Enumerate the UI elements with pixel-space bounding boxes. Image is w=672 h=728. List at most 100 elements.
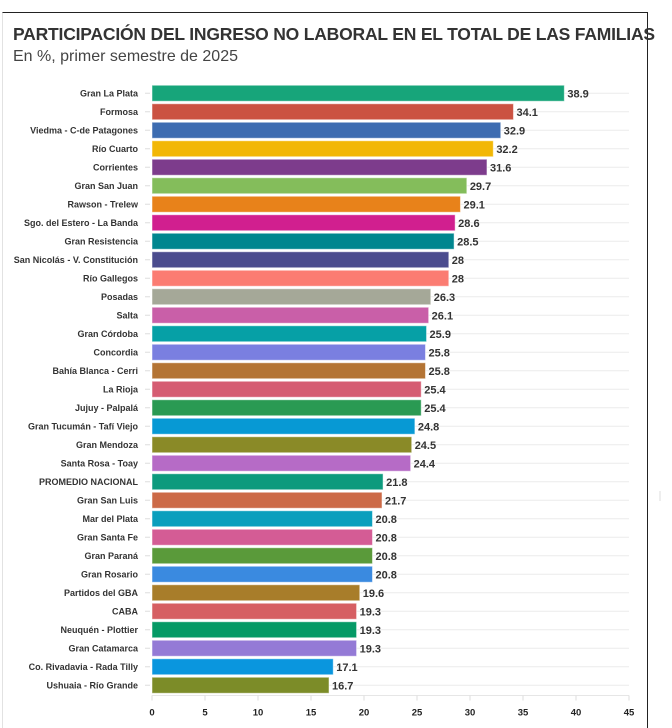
value-label: 26.3 <box>434 292 455 304</box>
category-label: Co. Rivadavia - Rada Tilly <box>29 662 138 672</box>
x-tick-label: 10 <box>253 708 264 719</box>
category-label: Río Gallegos <box>83 273 138 283</box>
value-label: 24.4 <box>414 458 436 470</box>
bar <box>151 158 488 176</box>
x-tick-label: 30 <box>465 708 476 719</box>
category-label: Viedma - C-de Patagones <box>30 125 138 135</box>
bar <box>151 602 358 620</box>
value-label: 24.8 <box>418 421 439 433</box>
category-label: Gran Córdoba <box>77 329 138 339</box>
x-tick-label: 15 <box>306 708 317 719</box>
value-label: 21.7 <box>385 495 406 507</box>
category-label: Neuquén - Plottier <box>60 625 138 635</box>
chart-frame <box>2 12 648 728</box>
value-label: 31.6 <box>490 162 511 174</box>
bar <box>151 103 514 121</box>
bar <box>151 436 413 454</box>
value-label: 20.8 <box>375 532 396 544</box>
bar <box>151 528 373 546</box>
value-label: 32.9 <box>504 125 525 137</box>
value-label: 38.9 <box>567 88 588 100</box>
value-label: 25.8 <box>428 366 449 378</box>
bar <box>151 84 565 102</box>
chart-subtitle: En %, primer semestre de 2025 <box>13 48 238 65</box>
category-label: Gran Paraná <box>84 551 139 561</box>
x-axis: 0 5 10 15 20 25 30 35 40 45 <box>149 695 635 719</box>
bar <box>151 195 461 213</box>
value-label: 19.3 <box>360 625 381 637</box>
bar <box>151 547 373 565</box>
value-label: 28 <box>452 273 464 285</box>
bar <box>151 510 373 528</box>
bar <box>151 380 422 398</box>
bar <box>151 658 334 676</box>
chart-title: PARTICIPACIÓN DEL INGRESO NO LABORAL EN … <box>13 24 655 44</box>
bar <box>151 473 384 491</box>
value-label: 29.1 <box>463 199 484 211</box>
bar <box>151 140 494 158</box>
bar <box>151 269 450 287</box>
value-label: 26.1 <box>432 310 453 322</box>
bar <box>151 251 450 269</box>
category-label: Gran Mendoza <box>76 440 139 450</box>
bar <box>151 232 455 250</box>
value-label: 34.1 <box>516 107 537 119</box>
x-tick-label: 45 <box>624 708 635 719</box>
value-label: 25.4 <box>424 403 446 415</box>
bar <box>151 399 422 417</box>
bar <box>151 565 373 583</box>
category-label: Gran Resistencia <box>64 236 139 246</box>
value-label: 25.4 <box>424 384 446 396</box>
bar <box>151 214 456 232</box>
value-label: 20.8 <box>375 551 396 563</box>
bar <box>151 306 430 324</box>
x-tick-label: 0 <box>149 708 154 719</box>
x-tick-label: 25 <box>412 708 423 719</box>
category-label: Corrientes <box>93 162 138 172</box>
category-label: Santa Rosa - Toay <box>61 458 138 468</box>
bar <box>151 121 502 139</box>
category-label: CABA <box>112 606 138 616</box>
bar <box>151 454 412 472</box>
x-tick-label: 35 <box>518 708 529 719</box>
value-label: 25.8 <box>428 347 449 359</box>
category-label: Formosa <box>100 107 139 117</box>
category-label: Gran La Plata <box>80 88 139 98</box>
category-label: Mar del Plata <box>82 514 139 524</box>
bar <box>151 362 426 380</box>
category-label: Gran Rosario <box>81 569 139 579</box>
category-label: Concordia <box>93 347 138 357</box>
category-label: San Nicolás - V. Constitución <box>14 255 138 265</box>
value-label: 20.8 <box>375 514 396 526</box>
value-label: 29.7 <box>470 181 491 193</box>
bar <box>151 417 416 435</box>
category-label: Partidos del GBA <box>64 588 139 598</box>
bar <box>151 584 361 602</box>
x-tick-label: 5 <box>202 708 208 719</box>
category-label: Jujuy - Palpalá <box>75 403 139 413</box>
category-label: Ushuaia - Río Grande <box>46 680 138 690</box>
value-label: 28.6 <box>458 218 479 230</box>
value-label: 17.1 <box>336 662 357 674</box>
category-label: Salta <box>116 310 139 320</box>
bar <box>151 325 428 343</box>
bar <box>151 639 358 657</box>
category-label: Río Cuarto <box>92 144 139 154</box>
category-label: Gran San Luis <box>77 495 138 505</box>
bar <box>151 621 358 639</box>
x-tick-label: 20 <box>359 708 370 719</box>
bar <box>151 676 330 694</box>
category-label: Sgo. del Estero - La Banda <box>24 218 139 228</box>
value-label: 28.5 <box>457 236 478 248</box>
bar <box>151 491 383 509</box>
value-label: 20.8 <box>375 569 396 581</box>
value-label: 16.7 <box>332 680 353 692</box>
value-label: 24.5 <box>415 440 436 452</box>
value-label: 19.3 <box>360 606 381 618</box>
value-label: 32.2 <box>496 144 517 156</box>
category-label: Gran Catamarca <box>68 643 139 653</box>
scroll-indicator <box>659 491 661 501</box>
category-label: Gran San Juan <box>74 181 138 191</box>
category-label: La Rioja <box>103 384 139 394</box>
